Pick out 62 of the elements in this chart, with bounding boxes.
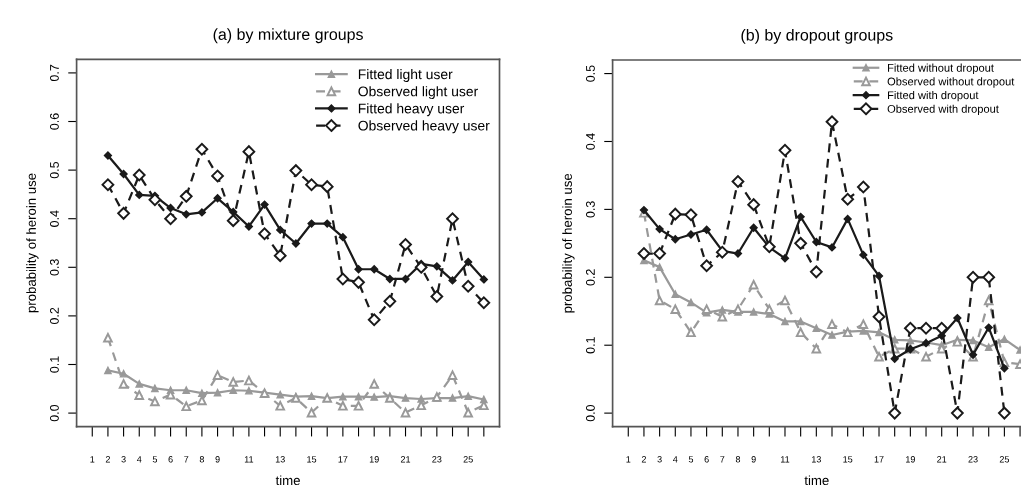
y-tick-label: 0.4 (50, 210, 59, 227)
x-tick-label: 9 (751, 456, 756, 463)
y-tick-label: 0.2 (50, 307, 59, 325)
x-tick-label: 8 (735, 456, 741, 463)
y-tick-label: 0.5 (50, 161, 59, 179)
x-tick-label: 21 (400, 456, 411, 463)
chart-title: (a) by mixture groups (213, 28, 363, 44)
x-tick-label: 5 (152, 456, 158, 463)
x-tick-label: 13 (812, 456, 821, 463)
y-axis-title: probability of heroin use (562, 173, 575, 313)
x-tick-label: 23 (968, 456, 978, 463)
y-tick-label: 0.1 (586, 337, 595, 354)
legend-label: Observed heavy user (358, 120, 490, 134)
x-tick-label: 1 (90, 456, 95, 463)
x-axis-title: time (275, 475, 300, 486)
x-tick-label: 17 (338, 456, 348, 463)
x-axis-title: time (804, 475, 829, 486)
y-tick-label: 0.7 (50, 64, 59, 82)
y-tick-label: 0.0 (586, 404, 595, 422)
y-tick-label: 0.5 (586, 65, 595, 82)
legend-label: Fitted heavy user (358, 103, 465, 117)
x-tick-label: 7 (184, 456, 189, 463)
x-tick-label: 19 (906, 456, 915, 463)
x-tick-label: 3 (657, 456, 662, 463)
x-tick-label: 17 (874, 456, 884, 463)
legend-label: Observed light user (358, 86, 478, 100)
legend-label: Observed without dropout (887, 77, 1015, 88)
y-axis-title: probability of heroin use (26, 173, 39, 313)
x-tick-label: 2 (641, 456, 646, 463)
y-tick-label: 0.1 (50, 356, 59, 373)
x-tick-label: 5 (688, 456, 694, 463)
x-tick-label: 8 (199, 456, 205, 463)
legend-label: Fitted with dropout (888, 90, 979, 102)
x-tick-label: 3 (121, 456, 126, 463)
y-tick-label: 0.0 (50, 404, 59, 422)
x-tick-label: 2 (105, 456, 110, 463)
y-tick-label: 0.3 (50, 259, 59, 276)
x-tick-label: 13 (275, 456, 285, 463)
y-tick-label: 0.4 (586, 133, 595, 150)
x-tick-label: 1 (626, 456, 631, 463)
x-tick-label: 6 (704, 456, 709, 463)
legend-label: Fitted light user (358, 69, 453, 82)
x-tick-label: 25 (463, 456, 473, 463)
x-tick-label: 15 (843, 456, 853, 463)
x-tick-label: 6 (168, 456, 173, 463)
legend-label: Observed with dropout (887, 104, 999, 116)
y-tick-label: 0.6 (50, 113, 59, 130)
x-tick-label: 11 (780, 456, 790, 463)
x-tick-label: 4 (672, 456, 678, 463)
x-tick-label: 7 (720, 456, 725, 463)
y-tick-label: 0.3 (586, 201, 595, 218)
x-tick-label: 19 (369, 456, 379, 463)
legend-label: Fitted without dropout (888, 63, 994, 74)
x-tick-label: 4 (136, 456, 142, 463)
y-tick-label: 0.2 (586, 269, 595, 286)
x-tick-label: 9 (215, 456, 220, 463)
x-tick-label: 25 (999, 456, 1010, 463)
x-tick-label: 21 (937, 456, 947, 463)
x-tick-label: 23 (432, 456, 442, 463)
x-tick-label: 11 (244, 456, 254, 463)
x-tick-label: 15 (307, 456, 317, 463)
chart-title: (b) by dropout groups (741, 28, 893, 44)
